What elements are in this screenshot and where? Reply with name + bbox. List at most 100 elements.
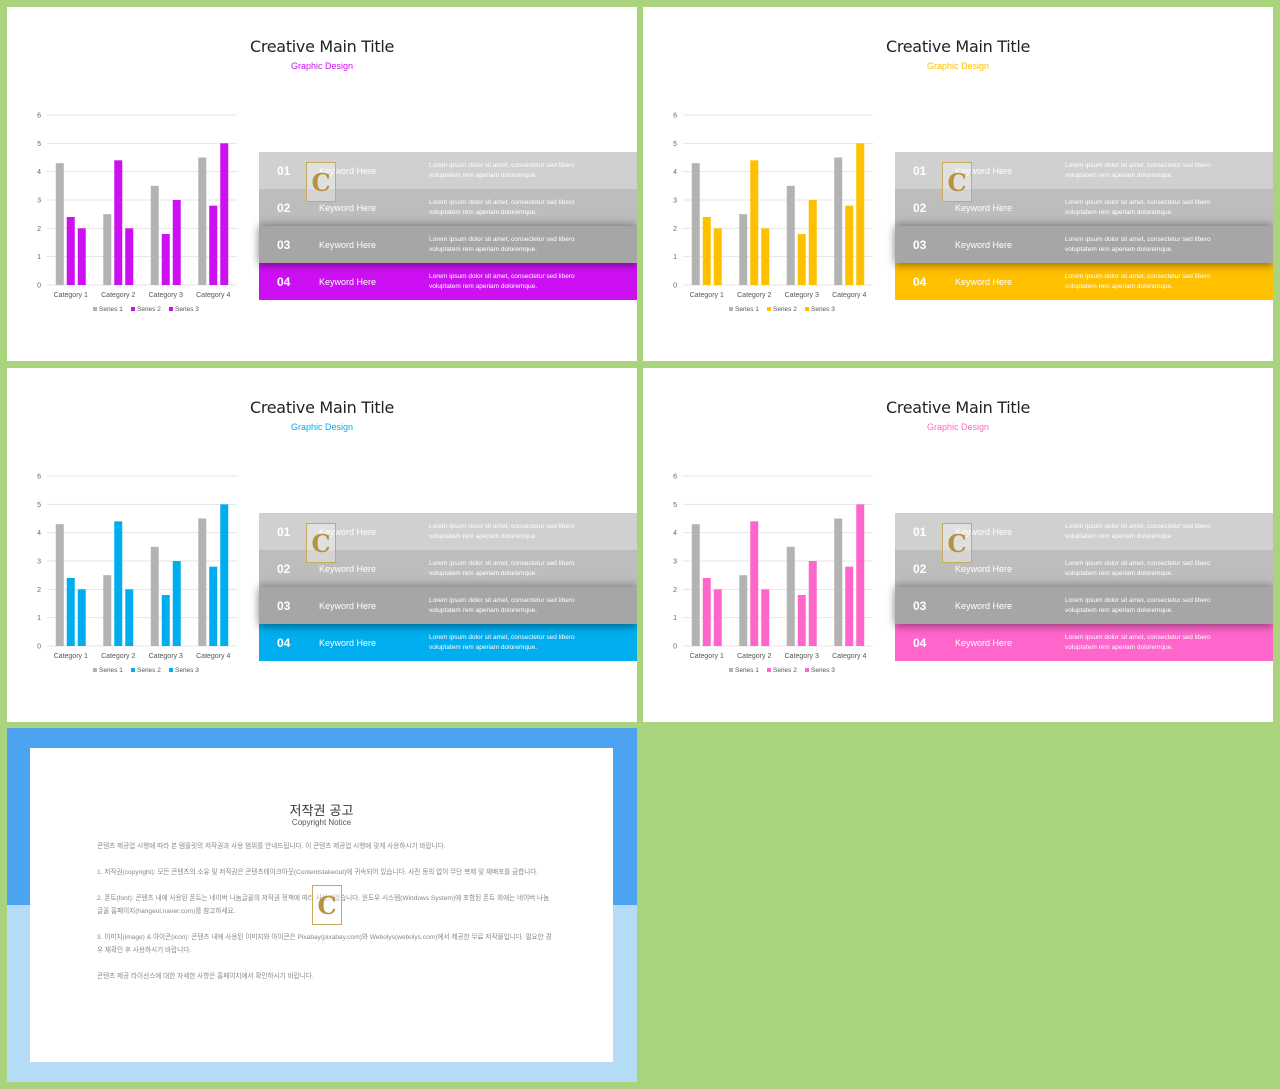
bar-series-1-category-4 (198, 157, 207, 285)
band-keyword: Keyword Here (319, 165, 377, 176)
band-number: 02 (913, 561, 927, 576)
slide-title: Creative Main Title (885, 398, 1031, 417)
keyword-band-01: 01 Keyword Here Lorem ipsum dolor sit amet… (259, 513, 637, 550)
watermark-letter: C (317, 890, 337, 920)
slide-title: Creative Main Title (249, 37, 395, 56)
legend-label: Series 1 (735, 667, 759, 674)
band-keyword: Keyword Here (955, 202, 1013, 213)
band-description: Lorem ipsum dolor sit amet, consectetur … (429, 633, 637, 653)
band-description-line: Lorem ipsum dolor sit amet, consectetur … (429, 596, 575, 604)
keyword-band-02: 02 Keyword Here Lorem ipsum dolor sit amet… (259, 189, 637, 226)
band-description-line: voluptatem rem aperiam doloremque. (429, 643, 538, 651)
bar-series-3-category-4 (220, 143, 229, 285)
y-tick-label: 4 (37, 169, 41, 176)
legend-swatch (767, 307, 771, 311)
band-description-line: Lorem ipsum dolor sit amet, consectetur … (429, 559, 575, 567)
band-keyword: Keyword Here (955, 637, 1013, 648)
notice-title: 저작권 공고 (289, 804, 354, 819)
bar-series-2-category-3 (161, 595, 170, 646)
legend-swatch (767, 668, 771, 672)
bar-series-2-category-2 (750, 521, 759, 646)
copyright-notice-slide: 저작권 공고 Copyright Notice 콘텐츠 제공업 시행에 따라 본… (7, 728, 637, 1082)
band-description: Lorem ipsum dolor sit amet, consectetur … (1065, 161, 1273, 181)
y-tick-label: 5 (37, 502, 41, 509)
band-description: Lorem ipsum dolor sit amet, consectetur … (429, 235, 637, 255)
band-description-line: Lorem ipsum dolor sit amet, consectetur … (1065, 272, 1211, 280)
bar-series-2-category-4 (845, 205, 854, 285)
band-number: 02 (277, 561, 291, 576)
slide-4: Creative Main Title Graphic Design 0 1 2 3 4 5 6… (643, 368, 1273, 722)
y-tick-label: 6 (673, 113, 677, 120)
bar-series-1-category-2 (103, 214, 112, 285)
watermark-logo: C (306, 162, 336, 202)
y-tick-label: 5 (37, 141, 41, 148)
band-description-line: Lorem ipsum dolor sit amet, consectetur … (429, 633, 575, 641)
y-tick-label: 0 (673, 283, 677, 290)
band-number: 03 (913, 598, 927, 613)
bar-series-1-category-4 (198, 518, 207, 646)
slide-subtitle: Graphic Design (290, 422, 354, 432)
bar-series-1-category-3 (150, 185, 159, 285)
band-description-line: Lorem ipsum dolor sit amet, consectetur … (429, 522, 575, 530)
band-keyword: Keyword Here (319, 563, 377, 574)
slide-2: Creative Main Title Graphic Design 0 1 2 3 4 5 6… (643, 7, 1273, 361)
bar-chart: 0 1 2 3 4 5 6 Category 1 Category 2 Category 3 Cat… (663, 468, 893, 688)
band-description: Lorem ipsum dolor sit amet, consectetur … (1065, 596, 1273, 616)
bar-chart: 0 1 2 3 4 5 6 Category 1 Category 2 Category 3 Cat… (27, 468, 257, 688)
notice-paragraph: 2. 폰트(font): 콘텐츠 내에 사용된 폰트는 네이버 나눔글꼴의 저작… (97, 895, 550, 915)
watermark-logo: C (942, 162, 972, 202)
legend-label: Series 3 (811, 667, 835, 674)
band-keyword: Keyword Here (955, 239, 1013, 250)
slide-1: Creative Main Title Graphic Design 0 1 2 3 4 5 6… (7, 7, 637, 361)
slide-subtitle: Graphic Design (926, 61, 990, 71)
bar-chart-svg: 0 1 2 3 4 5 6 Category 1 Category 2 Category 3 Cat… (37, 113, 237, 313)
band-keyword: Keyword Here (319, 202, 377, 213)
y-tick-label: 1 (37, 615, 41, 622)
bar-series-2-category-1 (66, 217, 75, 285)
y-tick-label: 3 (673, 559, 677, 566)
y-tick-label: 2 (37, 587, 41, 594)
band-keyword: Keyword Here (955, 276, 1013, 287)
band-description-line: voluptatem rem aperiam doloremque. (1065, 282, 1174, 290)
band-description: Lorem ipsum dolor sit amet, consectetur … (429, 161, 637, 181)
x-tick-label: Category 3 (785, 653, 819, 660)
keyword-band-04: 04 Keyword Here Lorem ipsum dolor sit amet… (259, 263, 637, 300)
band-keyword: Keyword Here (955, 165, 1013, 176)
band-description: Lorem ipsum dolor sit amet, consectetur … (429, 559, 637, 579)
bar-series-1-category-4 (834, 157, 843, 285)
legend-swatch (169, 307, 173, 311)
band-description: Lorem ipsum dolor sit amet, consectetur … (1065, 559, 1273, 579)
bar-series-3-category-2 (761, 228, 770, 285)
band-description: Lorem ipsum dolor sit amet, consectetur … (1065, 235, 1273, 255)
x-tick-label: Category 2 (737, 653, 771, 660)
band-number: 03 (913, 237, 927, 252)
bar-series-3-category-3 (808, 200, 817, 285)
band-keyword: Keyword Here (319, 276, 377, 287)
band-number: 04 (277, 635, 291, 650)
bar-series-1-category-3 (150, 546, 159, 646)
bar-series-3-category-1 (713, 589, 722, 646)
band-description-line: Lorem ipsum dolor sit amet, consectetur … (1065, 198, 1211, 206)
band-description-line: Lorem ipsum dolor sit amet, consectetur … (1065, 161, 1211, 169)
x-tick-label: Category 3 (149, 292, 183, 299)
watermark-letter: C (947, 528, 967, 558)
bar-series-3-category-3 (172, 200, 181, 285)
watermark-logo: C (312, 885, 342, 925)
band-description-line: Lorem ipsum dolor sit amet, consectetur … (1065, 633, 1211, 641)
y-tick-label: 1 (37, 254, 41, 261)
legend-label: Series 2 (137, 306, 161, 313)
keyword-band-03: 03 Keyword Here Lorem ipsum dolor sit amet… (895, 587, 1273, 624)
legend-label: Series 3 (811, 306, 835, 313)
band-description-line: Lorem ipsum dolor sit amet, consectetur … (429, 161, 575, 169)
bar-series-2-category-1 (66, 578, 75, 646)
bar-series-1-category-4 (834, 518, 843, 646)
watermark-logo: C (306, 523, 336, 563)
band-description-line: voluptatem rem aperiam doloremque. (429, 171, 538, 179)
bar-series-1-category-2 (103, 575, 112, 646)
legend-label: Series 1 (99, 667, 123, 674)
y-tick-label: 4 (673, 169, 677, 176)
keyword-band-04: 04 Keyword Here Lorem ipsum dolor sit amet… (895, 263, 1273, 300)
band-number: 04 (913, 635, 927, 650)
legend-swatch (131, 668, 135, 672)
band-number: 02 (277, 200, 291, 215)
